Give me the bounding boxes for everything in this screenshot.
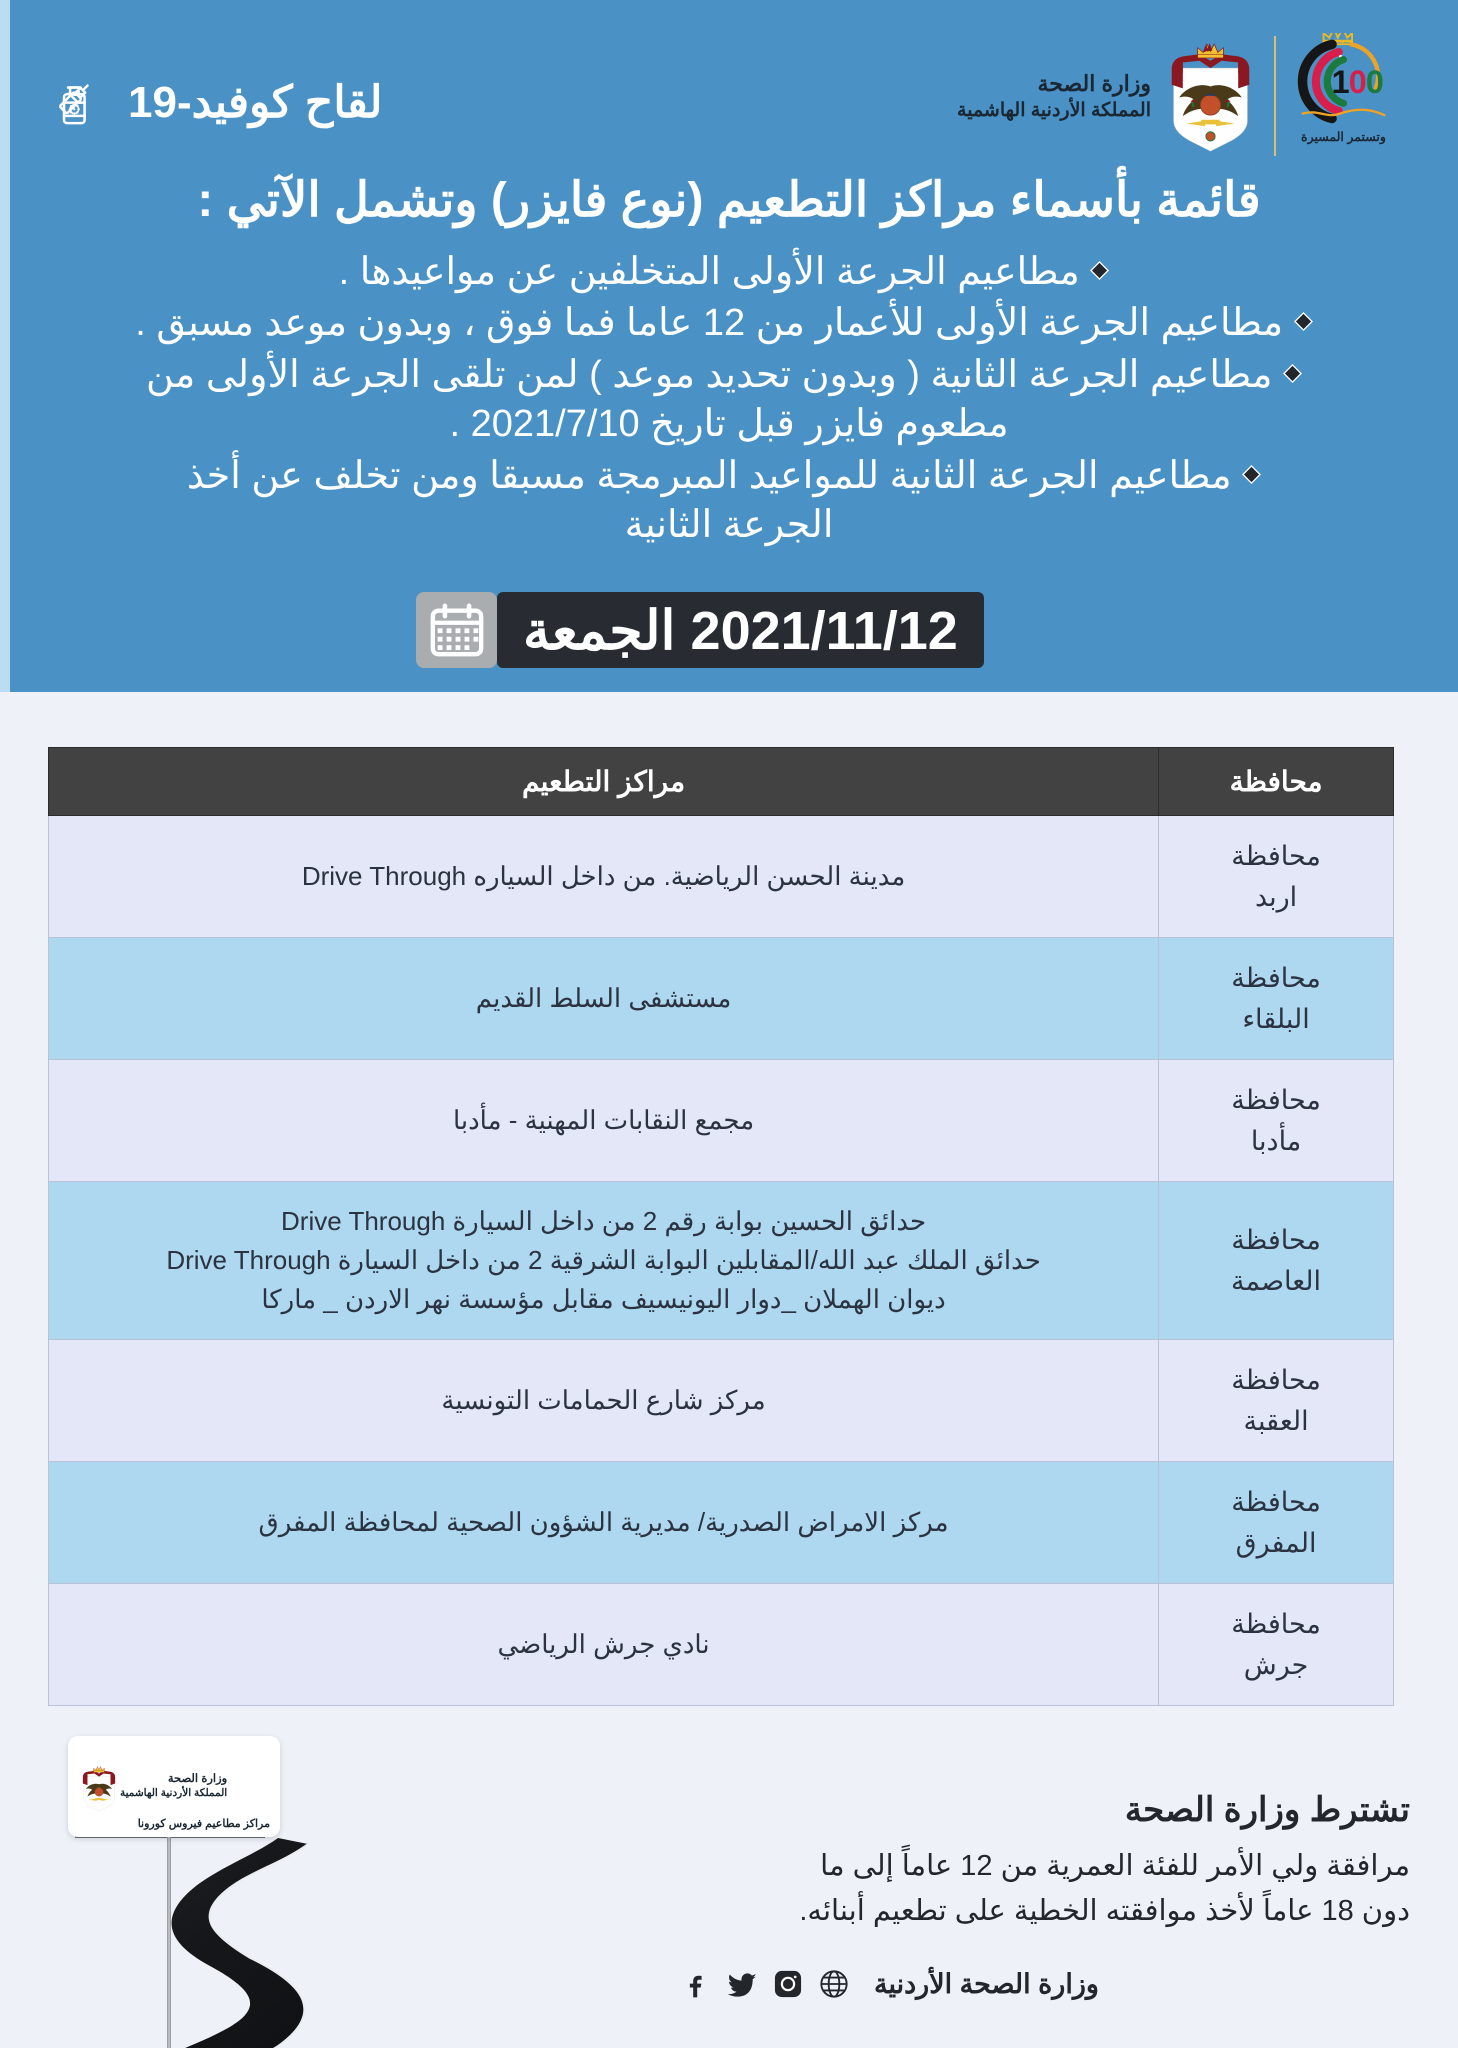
svg-text:0: 0 <box>1366 64 1384 100</box>
svg-text:0: 0 <box>1349 64 1367 100</box>
svg-text:1: 1 <box>1332 64 1350 100</box>
